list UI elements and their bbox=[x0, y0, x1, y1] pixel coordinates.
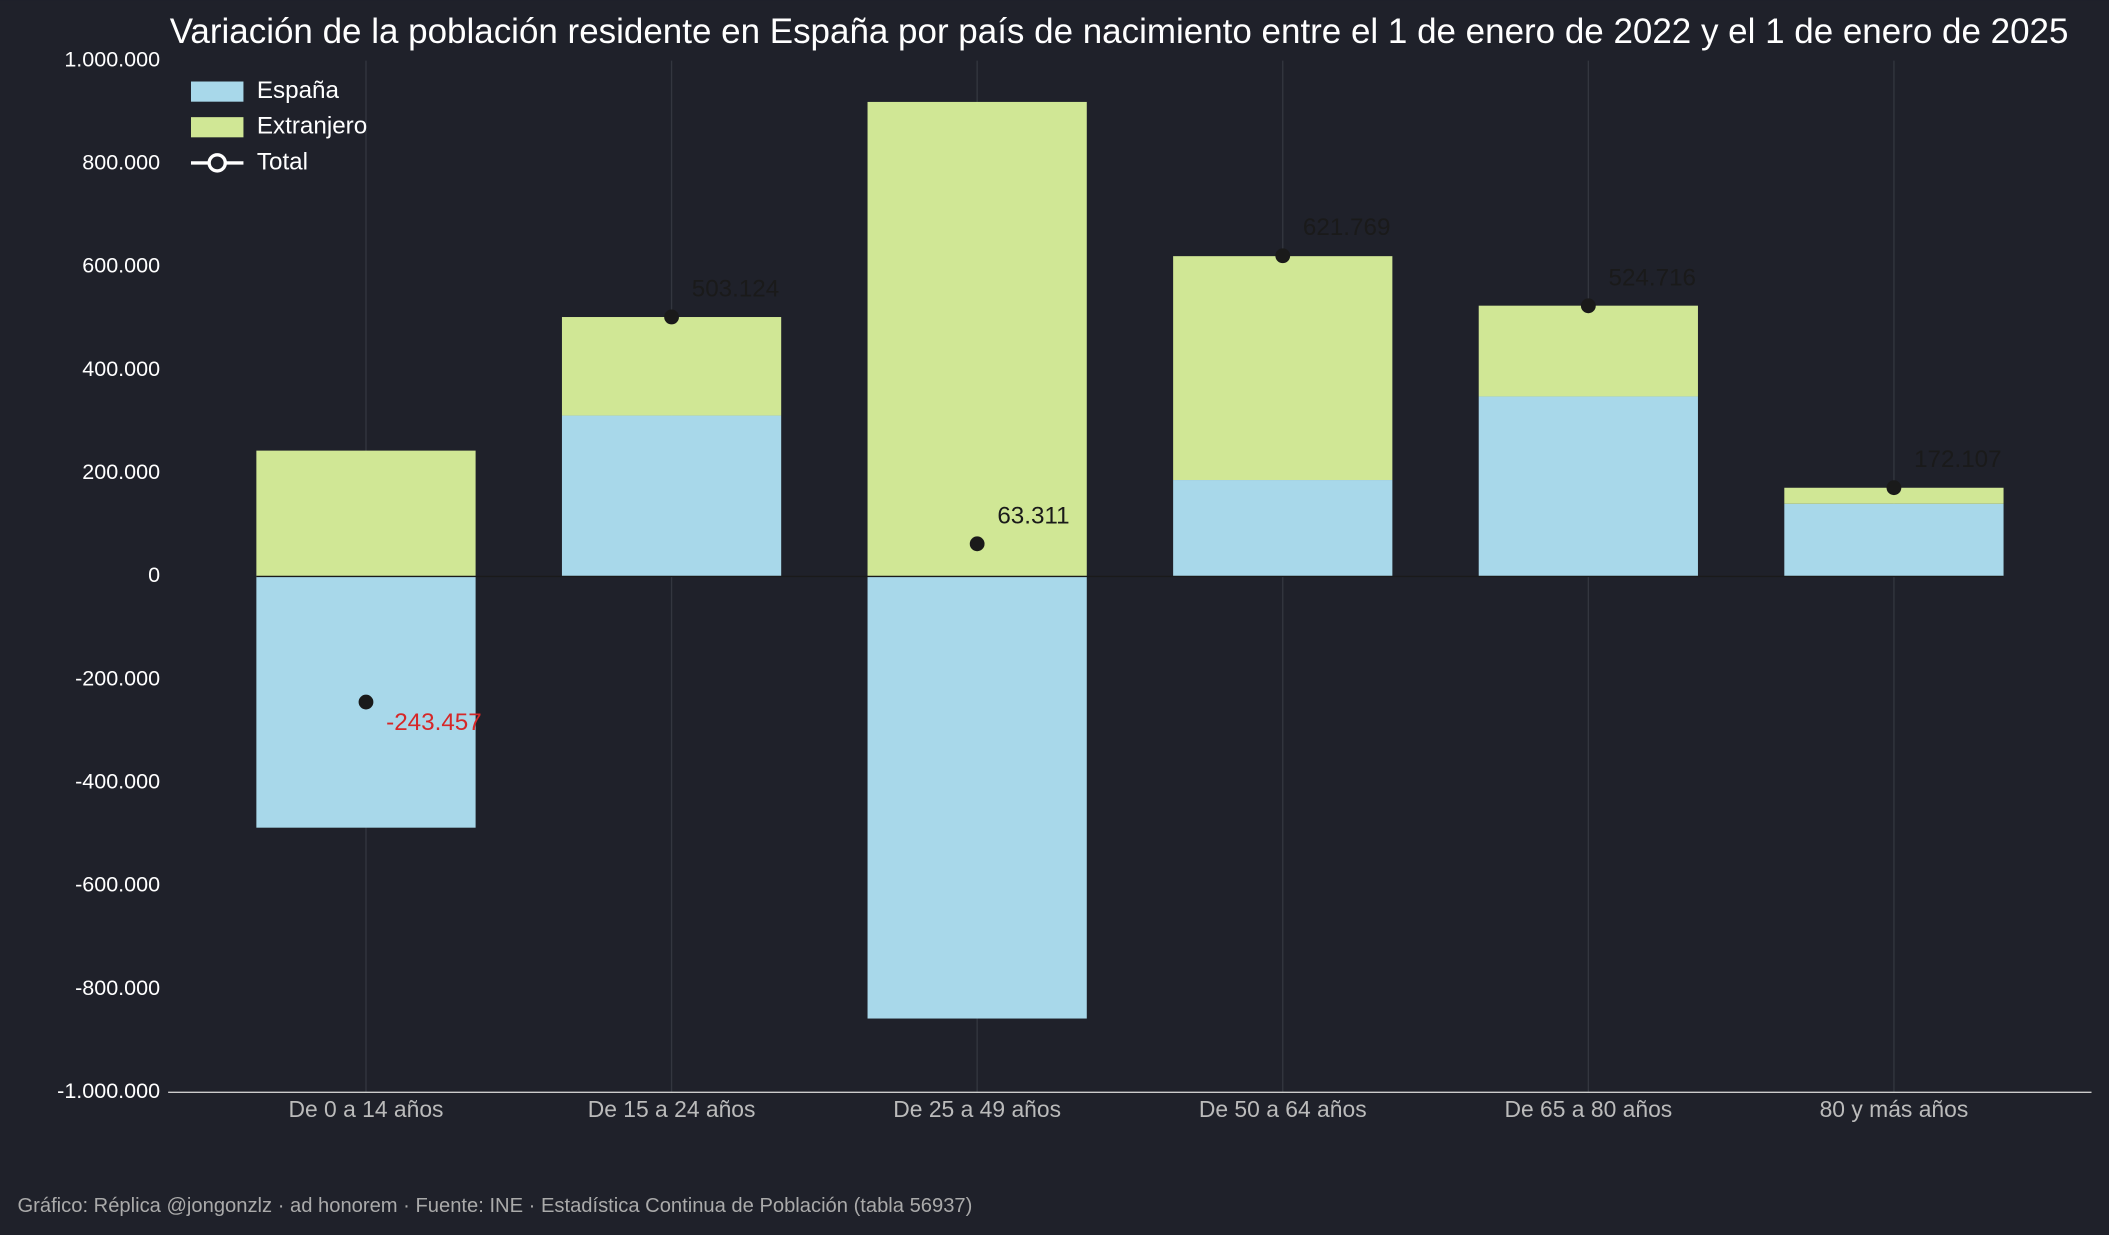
x-tick-label: De 0 a 14 años bbox=[288, 1096, 443, 1122]
x-tick-label: De 50 a 64 años bbox=[1199, 1096, 1367, 1122]
y-tick-label: 1.000.000 bbox=[64, 47, 160, 71]
total-label: 621.769 bbox=[1303, 214, 1391, 241]
total-label: 63.311 bbox=[997, 502, 1069, 529]
source-note: Gráfico: Réplica @jongonzlz · ad honorem… bbox=[17, 1195, 972, 1217]
bar-segment bbox=[1478, 305, 1698, 397]
y-tick-label: 600.000 bbox=[82, 254, 160, 278]
bar-segment bbox=[1784, 503, 2004, 577]
legend-swatch bbox=[190, 117, 244, 138]
y-tick-label: 400.000 bbox=[82, 357, 160, 381]
total-marker bbox=[1886, 480, 1902, 496]
bar-segment bbox=[867, 576, 1087, 1019]
total-marker bbox=[664, 309, 679, 325]
total-marker bbox=[969, 536, 985, 552]
legend-swatch bbox=[190, 81, 244, 102]
y-tick-label: -400.000 bbox=[75, 769, 160, 793]
y-tick-label: -800.000 bbox=[75, 976, 160, 1000]
y-tick-label: 200.000 bbox=[82, 460, 160, 484]
y-tick-label: -200.000 bbox=[75, 666, 160, 690]
total-marker bbox=[1580, 298, 1596, 314]
total-label: 172.107 bbox=[1914, 446, 2002, 473]
bar-segment bbox=[256, 450, 476, 577]
legend-label: Total bbox=[257, 148, 308, 175]
bar-segment bbox=[1478, 396, 1698, 577]
bar-segment bbox=[1173, 480, 1393, 577]
y-tick-label: 800.000 bbox=[82, 151, 160, 175]
y-tick-label: -1.000.000 bbox=[57, 1079, 160, 1103]
y-tick-label: 0 bbox=[148, 563, 160, 587]
total-label: -243.457 bbox=[386, 709, 482, 736]
bar-segment bbox=[561, 317, 782, 416]
legend-label: Extranjero bbox=[257, 113, 367, 140]
bar-segment bbox=[867, 101, 1087, 577]
legend-label: España bbox=[257, 77, 340, 104]
total-label: 524.716 bbox=[1609, 264, 1697, 291]
total-marker bbox=[358, 694, 374, 710]
legend-marker bbox=[207, 153, 227, 173]
x-tick-label: De 15 a 24 años bbox=[588, 1096, 756, 1122]
total-label: 503.124 bbox=[692, 275, 779, 302]
bar-segment bbox=[1173, 256, 1393, 481]
x-tick-label: 80 y más años bbox=[1820, 1096, 1969, 1122]
x-tick-label: De 25 a 49 años bbox=[893, 1096, 1061, 1122]
total-marker bbox=[1275, 248, 1291, 264]
x-tick-label: De 65 a 80 años bbox=[1504, 1096, 1672, 1122]
bar-segment bbox=[1784, 487, 2004, 504]
y-tick-label: -600.000 bbox=[75, 873, 160, 897]
chart-title: Variación de la población residente en E… bbox=[170, 12, 2069, 51]
bar-segment bbox=[561, 415, 782, 577]
